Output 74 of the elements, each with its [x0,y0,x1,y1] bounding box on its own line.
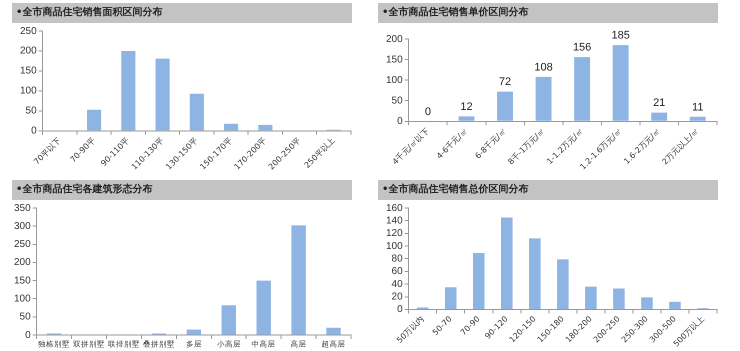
x-tick-label: 50万以内 [395,314,426,345]
bar [258,124,272,130]
bar [497,92,513,121]
y-tick-label: 20 [392,292,404,303]
bar [690,116,706,121]
y-tick-label: 200 [20,46,38,57]
bar [651,112,668,121]
y-tick-label: 0 [397,116,404,128]
y-tick-label: 0 [31,126,38,137]
y-tick-label: 0 [397,304,404,316]
y-tick-label: 150 [20,66,38,77]
chart-title: •全市商品住宅销售单价区间分布 [378,3,718,23]
y-tick-label: 40 [392,278,404,290]
bar [529,238,541,309]
y-tick-label: 100 [386,240,404,252]
data-label: 185 [611,30,630,42]
y-tick-label: 100 [14,293,32,304]
bar [87,110,102,130]
bar [326,328,341,334]
data-label: 21 [653,97,666,110]
bar [585,286,597,309]
x-tick-label: 70平以下 [32,136,63,166]
bar [574,57,590,121]
bar [641,297,653,309]
x-tick-label: 4-6千元/㎡ [434,126,470,161]
bar [557,259,569,309]
bar [612,45,629,121]
bar [186,330,202,334]
y-tick-label: 100 [20,86,38,97]
data-label: 0 [424,106,432,118]
bar [291,225,306,334]
x-tick-label: 2万元以上/㎡ [660,126,701,166]
data-label: 108 [534,61,553,74]
bar [613,288,625,309]
bar [472,253,485,309]
y-tick-label: 150 [386,54,404,66]
bar [536,76,552,121]
y-tick-label: 120 [386,228,404,240]
bar [458,116,474,121]
y-tick-label: 80 [392,253,404,264]
x-tick-label: 8千-1万元/㎡ [506,126,546,166]
y-tick-label: 50 [20,312,32,323]
data-label: 11 [692,101,704,114]
bar [669,302,681,309]
y-tick-label: 50 [392,95,404,106]
data-label: 72 [498,76,512,88]
y-tick-label: 60 [392,266,404,278]
x-tick-label: 4千元/㎡以下 [390,126,431,166]
y-tick-label: 200 [386,34,404,45]
x-tick-label: 6-8千元/㎡ [473,126,508,161]
y-tick-label: 250 [14,239,32,250]
y-tick-label: 250 [20,26,38,37]
y-tick-label: 200 [14,257,32,268]
bar [156,58,170,130]
chart-title: •全市商品住宅销售面积区间分布 [12,3,352,23]
y-tick-label: 50 [26,106,38,117]
y-tick-label: 150 [14,275,32,286]
bar [444,287,457,309]
bar [256,280,271,334]
data-label: 156 [572,42,592,54]
y-tick-label: 300 [14,220,32,232]
y-tick-label: 140 [386,215,404,226]
bar [190,94,204,130]
chart-title: •全市商品住宅各建筑形态分布 [12,180,352,200]
y-tick-label: 160 [386,202,404,214]
bar [222,305,236,334]
bar [224,124,238,130]
y-tick-label: 0 [25,330,32,341]
chart-title: •全市商品住宅销售总价区间分布 [378,180,718,200]
y-tick-label: 100 [386,74,404,86]
data-label: 12 [460,100,473,113]
bar [121,50,136,130]
bar [501,218,513,309]
y-tick-label: 350 [14,202,32,214]
